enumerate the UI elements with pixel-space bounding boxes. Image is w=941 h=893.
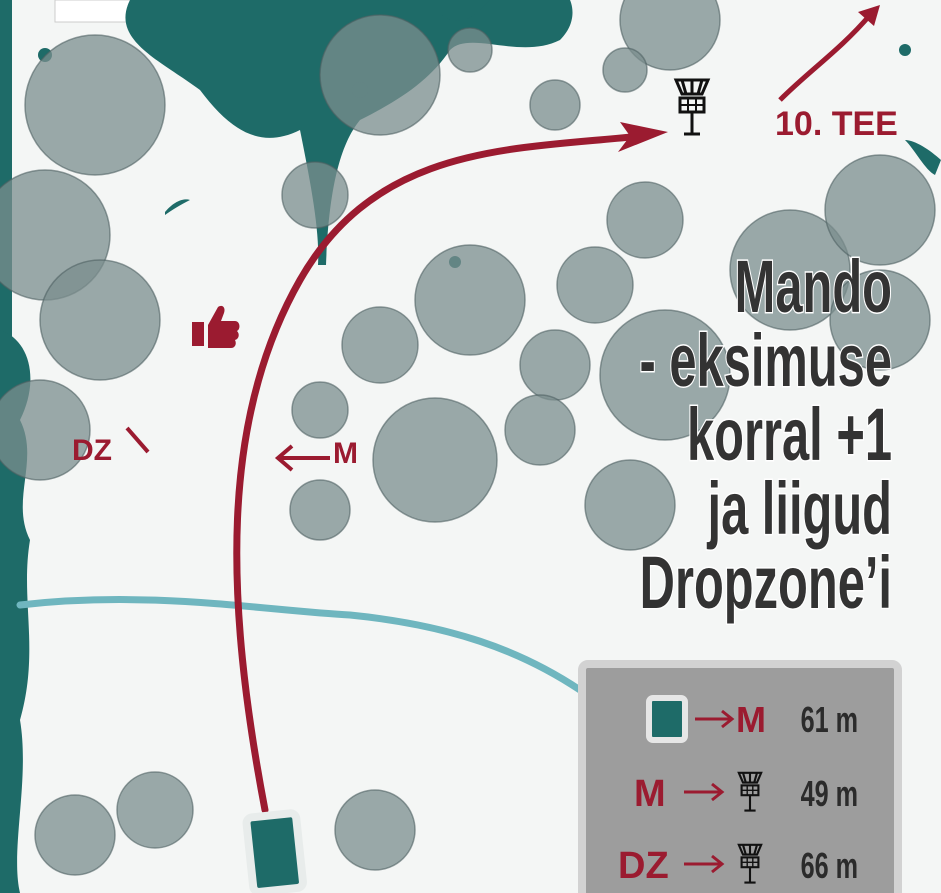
next-tee-arrowhead <box>858 5 880 26</box>
tee-pad <box>242 809 307 893</box>
legend-distance: 61 m <box>801 700 858 741</box>
river <box>16 596 584 694</box>
note-line: ja liigud <box>707 468 892 551</box>
dropzone-mark <box>125 426 150 454</box>
dropzone-label: DZ <box>72 434 112 467</box>
note-line: Mando <box>735 246 892 329</box>
flight-arrowhead <box>618 122 668 152</box>
legend-source: M <box>634 773 666 815</box>
legend-distance: 49 m <box>801 774 858 815</box>
note-line: korral +1 <box>687 394 892 477</box>
legend: M 61 m M 49 m DZ 66 m <box>578 660 902 893</box>
tee-icon <box>646 695 688 743</box>
legend-arrow <box>695 709 735 729</box>
thumbs-up-icon <box>192 305 240 348</box>
mando-arrow <box>274 444 330 472</box>
note-line: - eksimuse <box>640 320 892 403</box>
flight-path <box>233 131 654 814</box>
legend-distance: 66 m <box>801 846 858 887</box>
next-tee-label: 10. TEE <box>775 105 898 143</box>
legend-target: M <box>736 699 766 740</box>
note-line: Dropzone’i <box>640 542 892 625</box>
next-tee-arrow <box>778 13 872 102</box>
note: Mando - eksimuse korral +1 ja liigud Dro… <box>638 245 893 626</box>
legend-arrow <box>684 782 725 802</box>
mando-label: M <box>333 437 358 470</box>
trees <box>0 0 936 876</box>
legend-source: DZ <box>618 845 669 887</box>
legend-arrow <box>684 854 725 874</box>
